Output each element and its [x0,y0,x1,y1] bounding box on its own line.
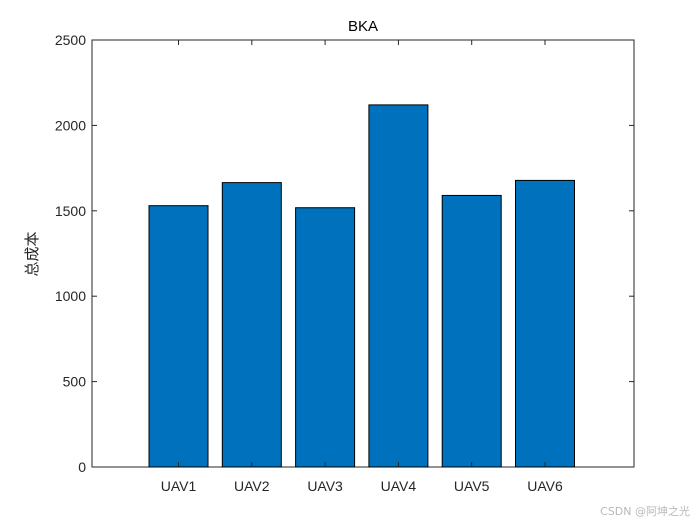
bar-uav6 [515,179,575,468]
y-axis-label: 总成本 [23,231,41,276]
y-tick-label: 2000 [55,117,86,133]
bar-uav5 [441,194,502,468]
y-tick-label: 0 [78,459,86,475]
bar-uav2 [221,182,282,468]
chart-title: BKA [348,18,378,35]
bar-uav4 [368,104,429,468]
x-tick-label: UAV4 [381,478,417,494]
y-tick-label: 500 [63,374,87,390]
bar-uav3 [295,207,356,468]
x-tick-label: UAV2 [234,478,270,494]
y-tick-label: 2500 [55,32,86,48]
x-tick-label: UAV6 [527,478,563,494]
axes-box [91,39,635,468]
x-tick-label: UAV5 [454,478,490,494]
x-tick-label: UAV1 [161,478,197,494]
bar-uav1 [148,205,209,468]
x-tick-label: UAV3 [307,478,343,494]
watermark: CSDN @阿坤之光 [600,505,690,518]
y-tick-label: 1500 [55,203,86,219]
plot-area: UAV1 UAV2 UAV3 UAV4 UAV5 UAV6 0 500 1000 1500 2000… [55,32,635,494]
y-tick-label: 1000 [55,288,86,304]
